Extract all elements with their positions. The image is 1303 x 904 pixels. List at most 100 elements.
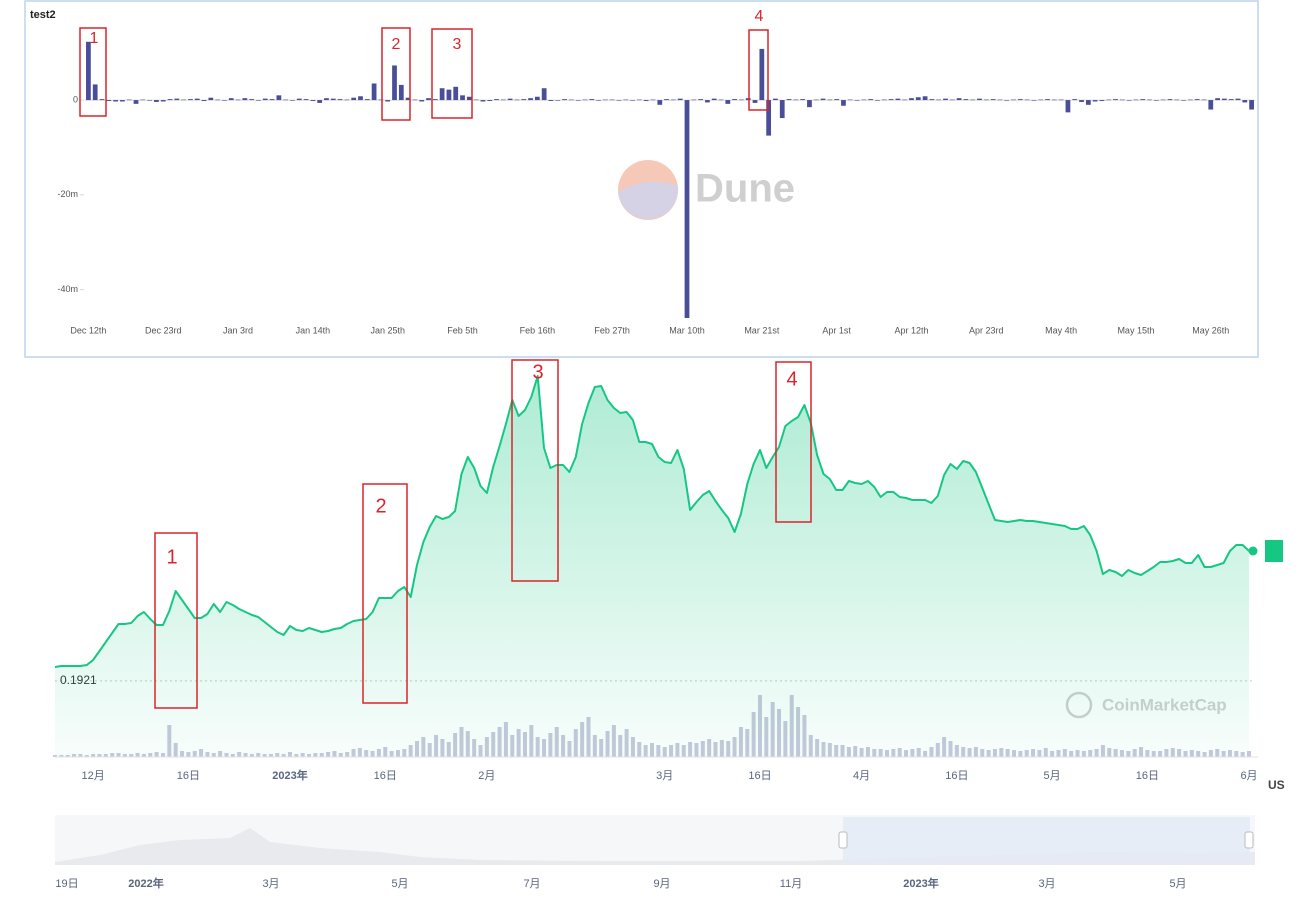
bar	[283, 99, 289, 101]
bar	[290, 100, 295, 101]
bar	[936, 99, 942, 101]
bar	[126, 99, 132, 101]
bar	[1228, 99, 1234, 101]
bar	[405, 97, 411, 101]
navigator-label: 2023年	[903, 876, 938, 890]
y-tick-label: -40m	[57, 284, 78, 294]
bar	[432, 99, 438, 101]
annotation-box	[381, 27, 411, 121]
bar	[317, 100, 323, 103]
navigator-label: 9月	[653, 878, 670, 890]
bar	[344, 99, 350, 101]
bar	[786, 99, 792, 101]
bar	[215, 99, 221, 101]
bar	[392, 65, 397, 101]
navigator-label: 3月	[262, 878, 279, 890]
x-tick-label: 5月	[1044, 770, 1061, 782]
x-tick-label: Apr 1st	[822, 325, 851, 335]
bar	[861, 99, 867, 101]
bar	[426, 98, 431, 101]
x-tick-label: 6月	[1240, 770, 1257, 782]
bar	[875, 100, 880, 101]
bar	[1079, 100, 1084, 102]
bar	[466, 96, 472, 101]
bar	[262, 98, 268, 101]
bar	[725, 100, 731, 104]
bar	[228, 98, 234, 101]
bar	[181, 99, 187, 101]
bar	[453, 86, 459, 101]
bar	[568, 99, 574, 101]
bar	[1133, 99, 1139, 101]
bar	[1147, 99, 1152, 101]
bar	[868, 99, 874, 101]
navigator-handle[interactable]	[1244, 831, 1254, 849]
bar	[194, 98, 200, 101]
bar	[1065, 100, 1071, 113]
bar	[800, 99, 806, 101]
bar	[1045, 99, 1050, 101]
x-tick-label: 3月	[656, 770, 673, 782]
bar	[970, 99, 976, 101]
bar	[915, 97, 921, 101]
bar	[745, 98, 751, 101]
bar	[902, 99, 908, 101]
bar	[1085, 100, 1091, 105]
bar	[249, 99, 255, 101]
bar	[698, 99, 703, 101]
bar	[473, 99, 479, 101]
bar	[310, 100, 316, 102]
x-tick-label: Jan 25th	[370, 325, 405, 335]
annotation-label: 4	[755, 8, 764, 25]
x-tick-label: May 15th	[1117, 325, 1154, 335]
chart-title: test2	[30, 9, 56, 21]
bar	[337, 99, 343, 101]
bar	[371, 83, 377, 101]
x-tick-label: Jan 3rd	[223, 325, 253, 335]
bar	[235, 99, 241, 101]
bar	[575, 100, 581, 101]
bar	[671, 99, 676, 101]
x-tick-label: 12月	[81, 770, 104, 782]
price-area	[55, 376, 1249, 757]
bar	[188, 99, 193, 101]
bar	[1126, 100, 1132, 101]
navigator-selection[interactable]	[843, 817, 1250, 863]
bar	[133, 100, 139, 104]
watermark-logo	[618, 181, 679, 220]
bar	[296, 98, 302, 101]
bar	[752, 100, 758, 103]
bar	[541, 88, 547, 101]
y-tick-label: 0	[73, 94, 78, 104]
bar	[1106, 99, 1112, 101]
bar	[358, 96, 363, 101]
bar	[1187, 99, 1193, 101]
bar	[140, 99, 146, 101]
bar	[92, 84, 98, 101]
bar	[909, 98, 914, 101]
bar	[412, 99, 418, 101]
bar	[378, 99, 384, 101]
bar	[582, 99, 588, 101]
bar	[1215, 98, 1220, 101]
bar	[1181, 100, 1186, 101]
bar	[589, 99, 595, 101]
annotation-box	[362, 483, 408, 704]
bar	[86, 41, 91, 101]
bar	[174, 98, 180, 101]
navigator-handle[interactable]	[838, 831, 848, 849]
annotation-box	[748, 29, 769, 111]
x-tick-label: 4月	[853, 770, 870, 782]
bar	[1235, 98, 1241, 101]
bar	[616, 100, 622, 101]
annotation-label: 3	[532, 361, 543, 383]
bar	[602, 99, 608, 101]
bar	[691, 99, 697, 101]
unit-label: US	[1268, 778, 1285, 792]
bar	[684, 100, 690, 318]
bar	[514, 99, 520, 101]
bar	[664, 99, 669, 101]
bar	[555, 100, 561, 101]
bar	[807, 100, 812, 108]
